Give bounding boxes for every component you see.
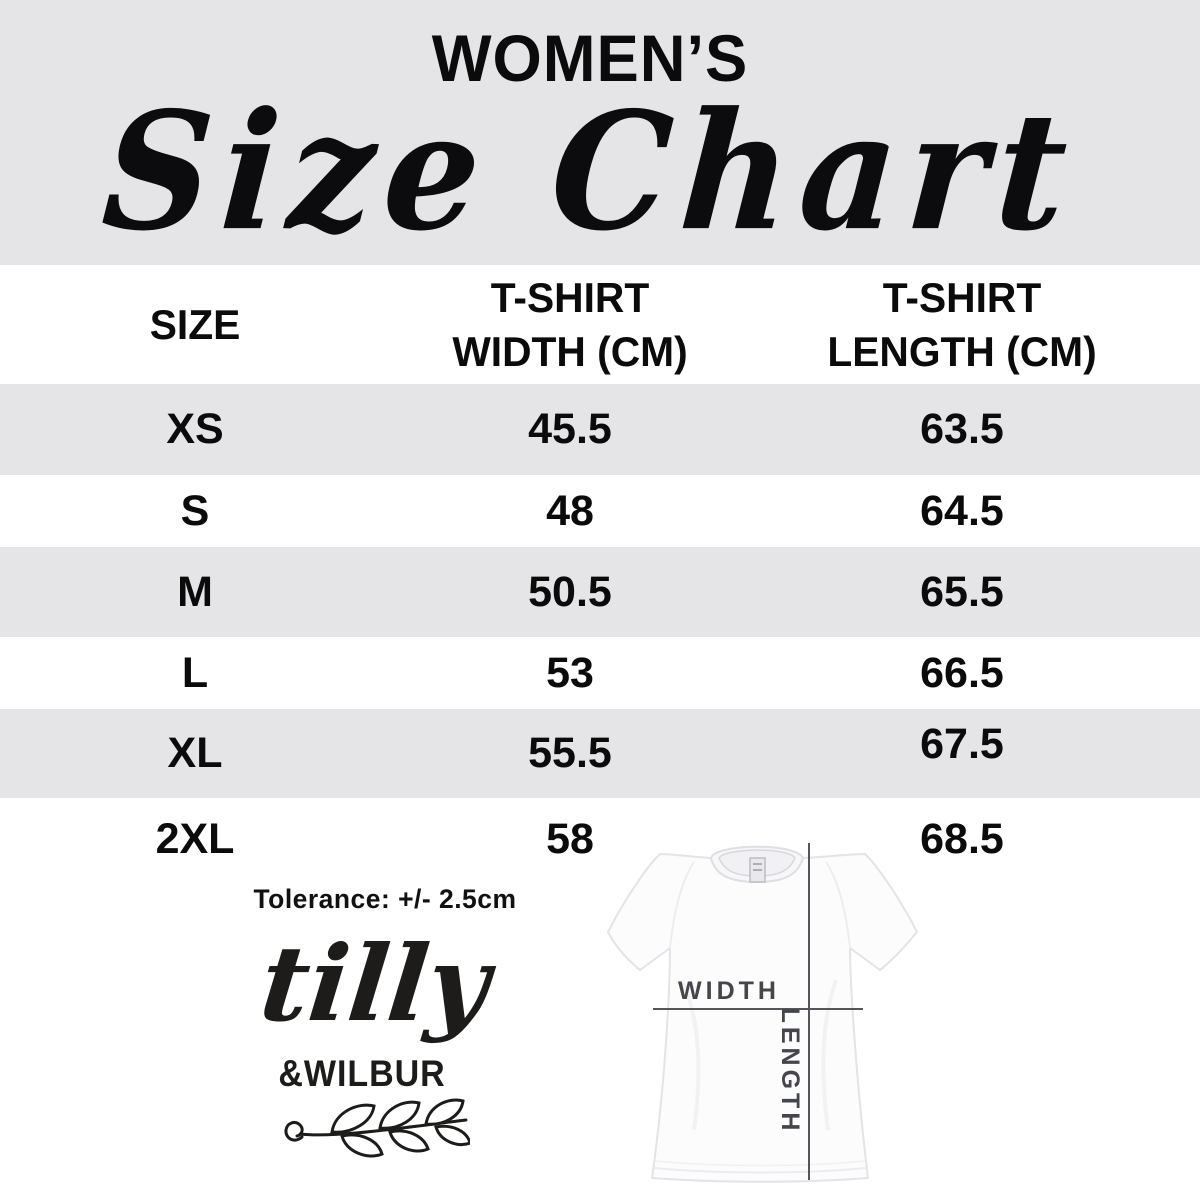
size-cell: S [180, 486, 210, 535]
size-cell: L [181, 648, 209, 697]
size-cell: M [177, 567, 213, 616]
width-label: WIDTH [678, 977, 780, 1005]
size-cell: XL [167, 729, 223, 777]
table-row: XS 45.5 63.5 [0, 384, 1200, 475]
width-cell: 53 [546, 648, 594, 697]
column-header-size: SIZE [149, 300, 241, 348]
brand-logo-caps: &WILBUR [278, 1053, 446, 1094]
length-cell: 66.5 [920, 648, 1004, 697]
length-cell: 67.5 [920, 720, 1004, 768]
size-cell: XS [166, 405, 224, 453]
length-cell: 64.5 [920, 486, 1004, 535]
column-header-length: T-SHIRT LENGTH (CM) [827, 274, 1097, 375]
length-label: LENGTH [776, 1007, 804, 1135]
width-cell: 55.5 [528, 729, 612, 777]
leaf-branch-icon [284, 1098, 470, 1158]
brand-logo-script: tilly [255, 922, 495, 1045]
tshirt-body [607, 853, 918, 1183]
page-title: Size Chart [97, 76, 1083, 268]
width-cell: 50.5 [528, 567, 612, 616]
tshirt-photo [607, 845, 918, 1183]
title-band: WOMEN’S Size Chart [0, 0, 1200, 268]
width-cell: 45.5 [528, 405, 612, 453]
length-measure-line [808, 843, 810, 1180]
table-row: M 50.5 65.5 [0, 547, 1200, 637]
size-cell: 2XL [155, 814, 235, 863]
tolerance-note: Tolerance: +/- 2.5cm [253, 884, 517, 914]
table-row: L 53 66.5 [0, 637, 1200, 709]
width-cell: 48 [546, 486, 594, 535]
length-cell: 63.5 [920, 405, 1004, 453]
eyebrow-title: WOMEN’S [431, 21, 749, 95]
width-cell: 58 [546, 814, 594, 863]
table-row: XL 55.5 67.5 [0, 709, 1200, 798]
table-header-row: SIZE T-SHIRT WIDTH (CM) T-SHIRT LENGTH (… [0, 265, 1200, 384]
width-measure-line [653, 1008, 863, 1010]
length-cell: 65.5 [920, 567, 1004, 616]
column-header-width: T-SHIRT WIDTH (CM) [452, 274, 688, 375]
neck-label [749, 857, 766, 883]
table-row: 2XL 58 68.5 [0, 798, 1200, 880]
table-row: S 48 64.5 [0, 475, 1200, 547]
length-cell: 68.5 [920, 814, 1004, 863]
